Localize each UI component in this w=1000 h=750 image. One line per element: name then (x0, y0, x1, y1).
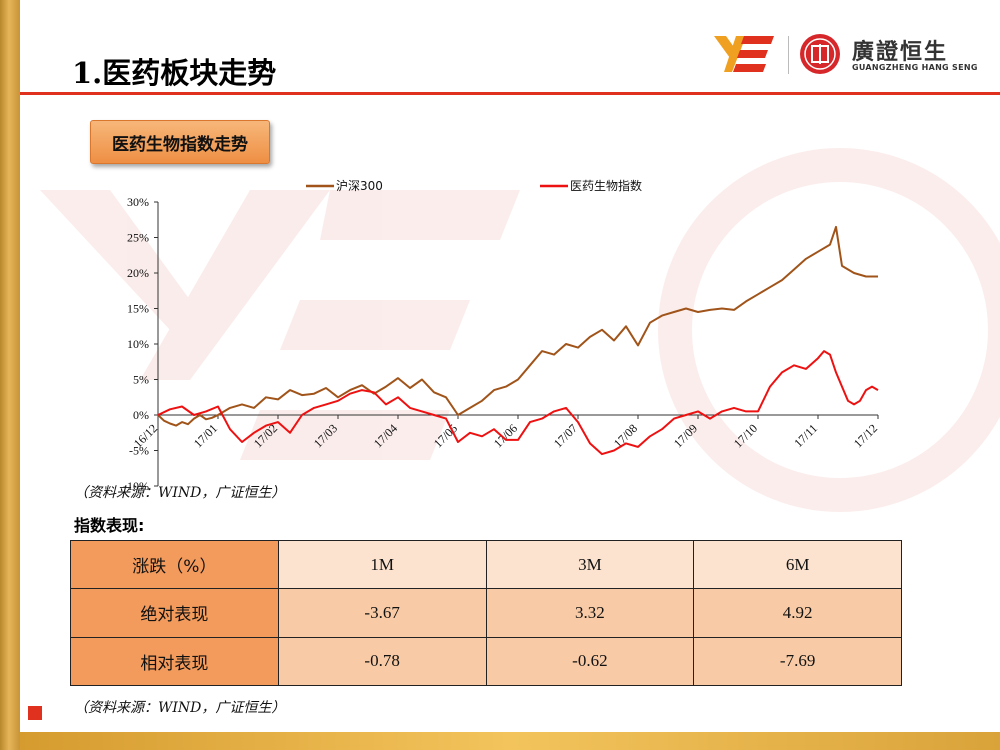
chart-source-note: （资料来源：WIND，广证恒生） (74, 485, 286, 501)
page-title: 1.医药板块走势 (72, 56, 277, 90)
y-tick-label: 0% (133, 408, 149, 422)
x-tick-label: 17/10 (731, 421, 760, 450)
y-tick-label: 30% (127, 195, 149, 209)
logo-english-name: GUANGZHENG HANG SENG (852, 63, 978, 72)
legend-label-pharma-index: 医药生物指数 (570, 178, 642, 193)
table-cell: 4.92 (693, 588, 902, 638)
footer-red-square (28, 706, 42, 720)
y-tick-label: -5% (129, 444, 149, 458)
x-tick-label: 17/07 (551, 421, 580, 450)
ye-logo-icon (714, 36, 774, 72)
table-header-cell: 1M (277, 539, 487, 590)
table-row-label: 相对表现 (70, 636, 279, 687)
table-cell: -0.78 (277, 636, 487, 687)
table-header-cell: 涨跌（%） (70, 539, 279, 590)
y-tick-label: -10% (123, 479, 149, 493)
logo-chinese-name: 廣證恒生 (852, 40, 949, 65)
y-tick-label: 20% (127, 266, 149, 280)
x-tick-label: 17/12 (851, 421, 880, 450)
y-tick-label: 5% (133, 373, 149, 387)
seal-logo-icon (800, 34, 840, 74)
table-row-header: 涨跌（%） 1M 3M 6M (70, 539, 902, 590)
section-label-pharma-index: 医药生物指数走势 (90, 120, 270, 164)
x-tick-label: 17/01 (191, 421, 220, 450)
footer-gold-strip (20, 732, 1000, 750)
table-row: 绝对表现 -3.67 3.32 4.92 (70, 588, 902, 638)
title-underline (20, 92, 1000, 95)
legend-label-hs300: 沪深300 (336, 179, 383, 193)
table-header-cell: 6M (693, 539, 902, 590)
y-tick-label: 10% (127, 337, 149, 351)
table-header-cell: 3M (485, 539, 695, 590)
x-tick-label: 17/03 (311, 421, 340, 450)
logo-divider (788, 36, 789, 74)
table-row-label: 绝对表现 (70, 588, 279, 638)
series-line-hs300 (157, 225, 878, 427)
table-row: 相对表现 -0.78 -0.62 -7.69 (70, 636, 902, 687)
table-source-note: （资料来源：WIND，广证恒生） (74, 700, 286, 716)
x-tick-label: 17/09 (671, 421, 700, 450)
x-tick-label: 17/06 (491, 421, 520, 450)
table-cell: -7.69 (693, 636, 902, 687)
table-heading: 指数表现: (74, 516, 145, 535)
y-tick-label: 15% (127, 302, 149, 316)
series-line-pharma-index (157, 350, 879, 456)
table-cell: -0.62 (485, 636, 695, 687)
performance-table: 涨跌（%） 1M 3M 6M 绝对表现 -3.67 3.32 4.92 相对表现… (70, 539, 902, 687)
table-cell: 3.32 (485, 588, 695, 638)
left-gold-bar (0, 0, 20, 750)
y-tick-label: 25% (127, 231, 149, 245)
table-cell: -3.67 (277, 588, 487, 638)
x-tick-label: 17/04 (371, 421, 400, 450)
x-tick-label: 17/11 (791, 421, 820, 450)
